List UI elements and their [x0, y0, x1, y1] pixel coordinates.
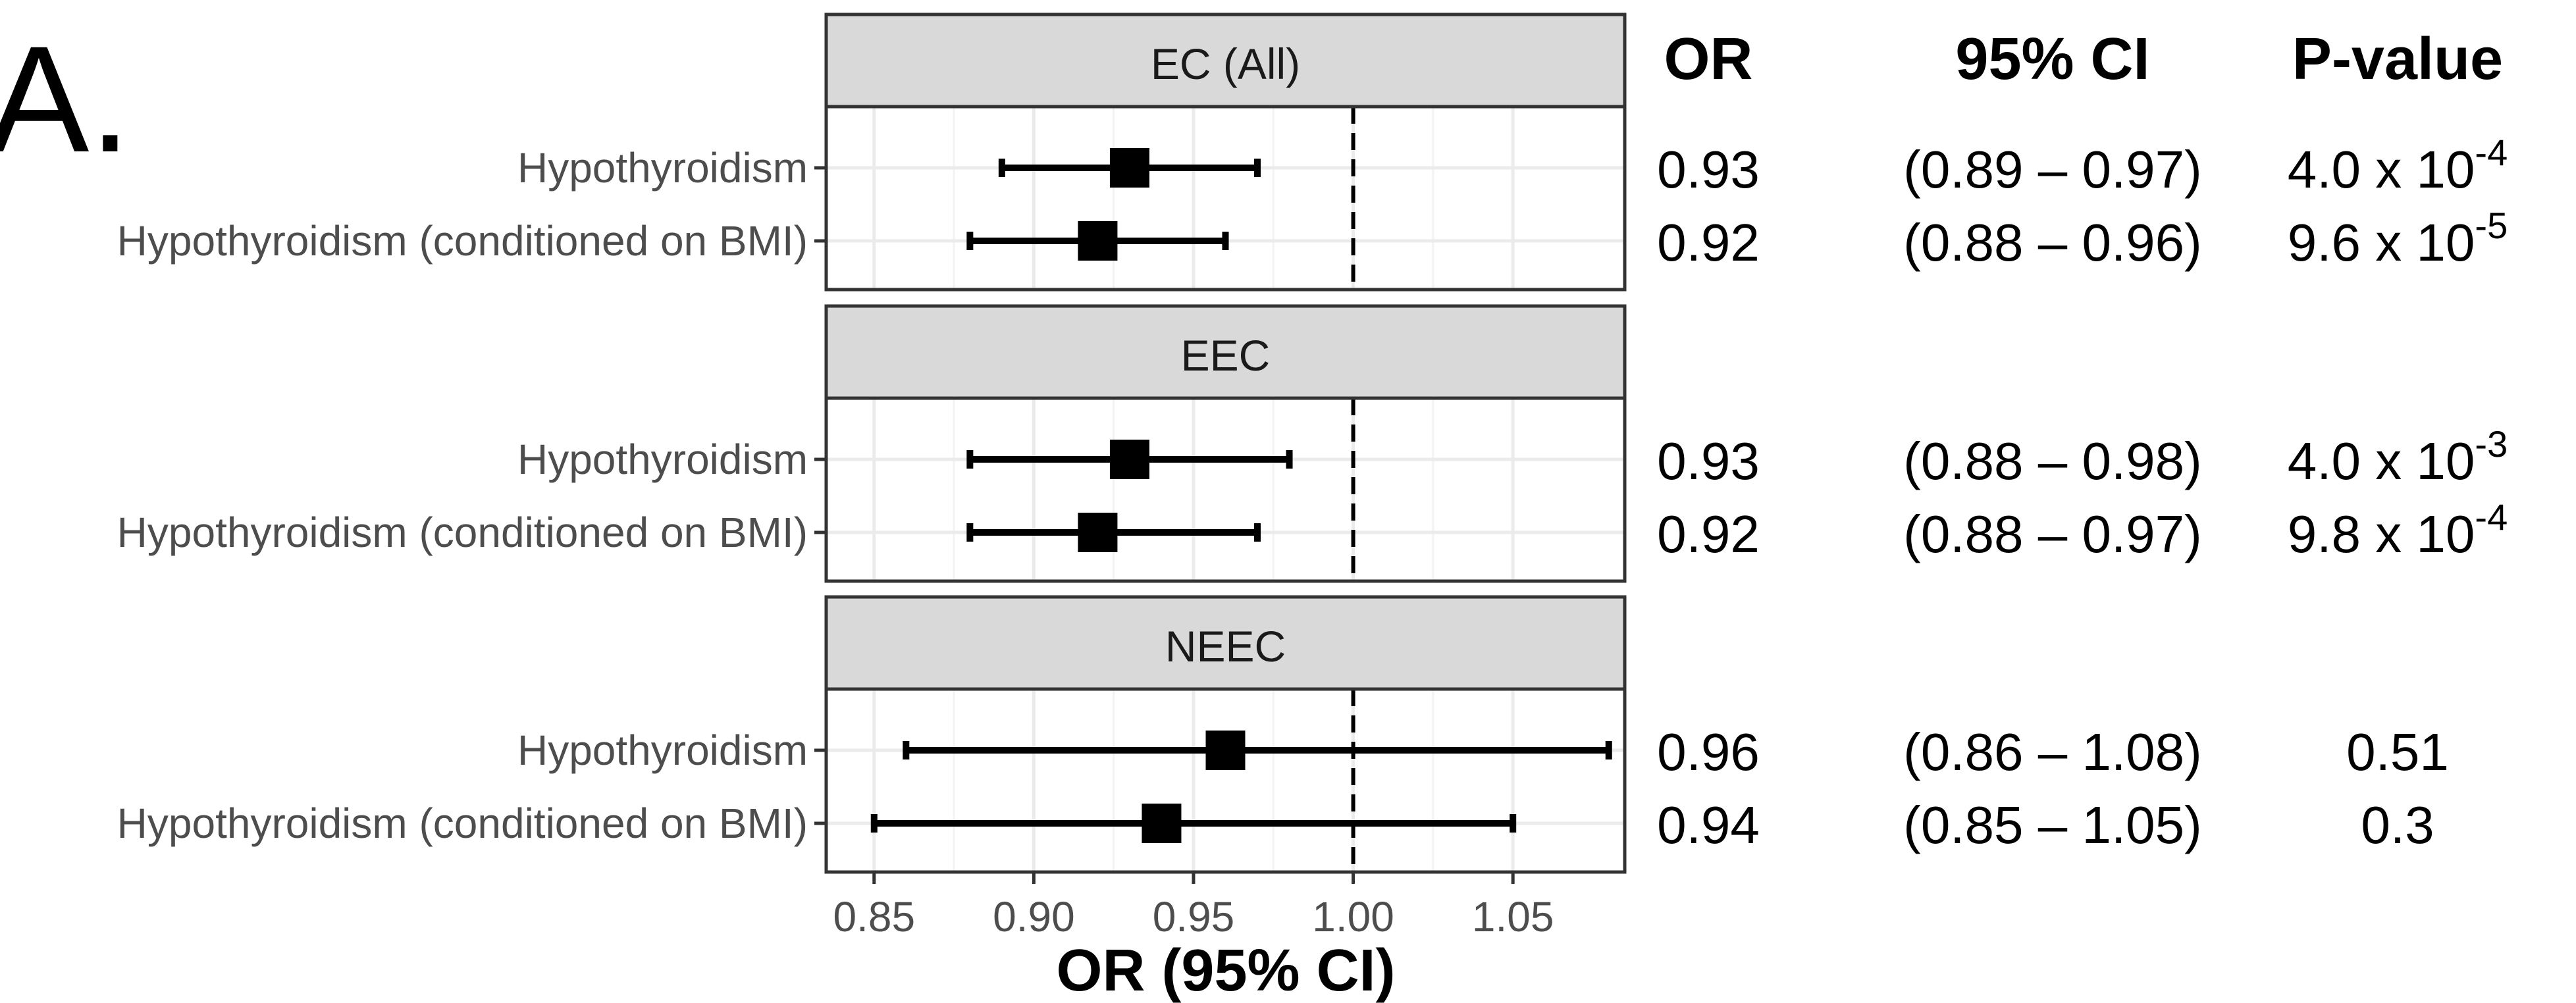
row-label: Hypothyroidism — [517, 436, 808, 483]
or-point — [1205, 731, 1246, 770]
or-value: 0.96 — [1657, 723, 1760, 781]
column-header-ci: 95% CI — [1955, 26, 2149, 92]
facet-body — [826, 398, 1625, 581]
ci-value: (0.88 – 0.98) — [1903, 432, 2202, 490]
row-label: Hypothyroidism — [517, 144, 808, 192]
row-label: Hypothyroidism (conditioned on BMI) — [117, 509, 808, 556]
facet-panel-1: EC (All) Hypothyroidism 0.93 (0.89 – 0.97) 4… — [117, 13, 2508, 292]
row-label: Hypothyroidism (conditioned on BMI) — [117, 217, 808, 265]
ci-value: (0.89 – 0.97) — [1903, 140, 2202, 199]
p-value-base: 0.51 — [2346, 723, 2449, 781]
row-label: Hypothyroidism (conditioned on BMI) — [117, 800, 808, 847]
p-value-base: 9.8 x 10 — [2288, 505, 2475, 563]
or-value: 0.92 — [1657, 213, 1760, 272]
p-value-base: 0.3 — [2361, 796, 2434, 854]
ci-value: (0.88 – 0.97) — [1903, 505, 2202, 563]
p-value: 0.51 — [2346, 723, 2449, 781]
x-tick-label: 1.00 — [1312, 893, 1394, 940]
x-tick-label: 0.85 — [833, 893, 915, 940]
facet-strip-title: EC (All) — [1151, 39, 1300, 88]
row-label: Hypothyroidism — [517, 727, 808, 774]
facet-body — [826, 107, 1625, 290]
facet-panel-2: EEC Hypothyroidism 0.93 (0.88 – 0.98) 4.0 x … — [117, 304, 2508, 583]
column-header-or: OR — [1664, 26, 1753, 92]
facet-strip — [824, 13, 1627, 109]
facet-frame — [824, 396, 1627, 583]
p-value-base: 4.0 x 10 — [2288, 140, 2475, 199]
plot-layer: EC (All) Hypothyroidism 0.93 (0.89 – 0.97) 4… — [117, 13, 2508, 940]
or-value: 0.93 — [1657, 432, 1760, 490]
column-header-p-value: P-value — [2292, 26, 2503, 92]
or-point — [1142, 804, 1182, 843]
facet-strip — [824, 304, 1627, 400]
p-value: 4.0 x 10-4 — [2288, 132, 2508, 199]
x-axis-title: OR (95% CI) — [1056, 938, 1395, 1003]
panel-letter: A. — [0, 14, 131, 184]
ci-value: (0.86 – 1.08) — [1903, 723, 2202, 781]
or-value: 0.93 — [1657, 140, 1760, 199]
p-value: 0.3 — [2361, 796, 2434, 854]
facet-panel-3: NEEC Hypothyroidism 0.96 (0.86 – 1.08) 0.51 H… — [117, 595, 2449, 874]
or-point — [1078, 221, 1118, 261]
facet-frame — [824, 687, 1627, 874]
p-value-exponent: -4 — [2475, 496, 2508, 538]
p-value: 9.8 x 10-4 — [2288, 496, 2508, 563]
x-tick-label: 1.05 — [1472, 893, 1554, 940]
ci-value: (0.88 – 0.96) — [1903, 213, 2202, 272]
x-tick-label: 0.95 — [1153, 893, 1235, 940]
or-point — [1109, 440, 1149, 479]
p-value: 9.6 x 10-5 — [2288, 205, 2508, 272]
or-value: 0.94 — [1657, 796, 1760, 854]
facet-body — [826, 689, 1625, 872]
or-point — [1109, 148, 1149, 188]
facet-strip-title: EEC — [1181, 331, 1271, 380]
or-value: 0.92 — [1657, 505, 1760, 563]
p-value: 4.0 x 10-3 — [2288, 423, 2508, 490]
x-tick-label: 0.90 — [993, 893, 1075, 940]
p-value-exponent: -4 — [2475, 132, 2508, 173]
p-value-base: 9.6 x 10 — [2288, 213, 2475, 272]
facet-strip — [824, 595, 1627, 691]
p-value-exponent: -5 — [2475, 205, 2508, 246]
ci-value: (0.85 – 1.05) — [1903, 796, 2202, 854]
p-value-base: 4.0 x 10 — [2288, 432, 2475, 490]
facet-strip-title: NEEC — [1165, 622, 1286, 671]
or-point — [1078, 513, 1118, 552]
p-value-exponent: -3 — [2475, 423, 2508, 465]
facet-frame — [824, 105, 1627, 292]
